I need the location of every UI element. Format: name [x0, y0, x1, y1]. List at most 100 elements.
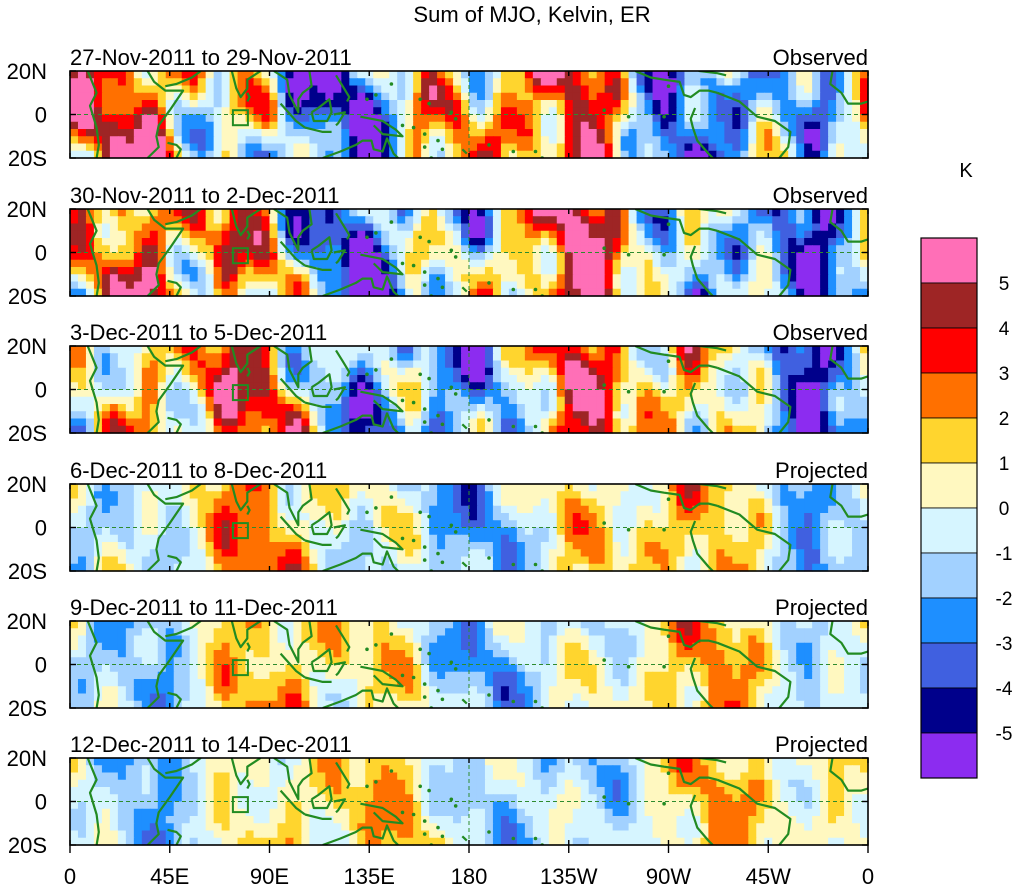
field-cell: [860, 230, 869, 239]
field-cell: [261, 114, 271, 123]
field-cell: [237, 375, 247, 383]
field-cell: [421, 346, 430, 354]
field-cell: [588, 252, 598, 261]
field-cell: [189, 425, 199, 434]
field-cell: [445, 281, 454, 290]
coastline: [461, 286, 468, 293]
field-cell: [141, 491, 151, 500]
field-cell: [445, 549, 454, 558]
field-cell: [141, 367, 151, 376]
field-cell: [540, 129, 550, 137]
field-cell: [692, 100, 702, 108]
field-cell: [109, 542, 119, 550]
field-cell: [101, 396, 111, 405]
field-cell: [181, 404, 191, 412]
field-cell: [532, 389, 542, 398]
field-cell: [325, 353, 334, 362]
field-cell: [389, 491, 398, 500]
field-cell: [253, 353, 263, 362]
field-cell: [620, 281, 630, 290]
field-cell: [381, 216, 390, 225]
field-cell: [540, 92, 550, 101]
field-cell: [245, 396, 255, 405]
field-cell: [165, 238, 175, 246]
field-cell: [772, 107, 781, 116]
field-cell: [708, 209, 717, 217]
field-cell: [700, 505, 709, 514]
field-cell: [500, 520, 510, 529]
field-cell: [556, 78, 566, 87]
field-cell: [333, 513, 342, 521]
field-cell: [141, 259, 151, 268]
field-cell: [101, 534, 111, 543]
field-cell: [389, 534, 398, 543]
field-cell: [277, 288, 287, 297]
field-cell: [684, 252, 694, 261]
field-cell: [109, 563, 119, 572]
field-cell: [644, 404, 654, 412]
field-cell: [524, 520, 534, 529]
field-cell: [109, 281, 119, 290]
field-cell: [373, 252, 382, 261]
field-cell: [844, 549, 853, 558]
field-cell: [213, 542, 223, 550]
field-cell: [461, 346, 470, 354]
field-cell: [109, 216, 119, 225]
field-cell: [165, 85, 175, 94]
field-cell: [101, 353, 111, 362]
field-cell: [221, 367, 231, 376]
field-cell: [804, 375, 813, 383]
field-cell: [596, 513, 606, 521]
field-cell: [684, 534, 694, 543]
field-cell: [117, 549, 127, 558]
field-cell: [341, 549, 350, 558]
field-cell: [317, 505, 326, 514]
field-cell: [117, 209, 127, 217]
field-cell: [245, 404, 255, 412]
field-cell: [397, 513, 406, 521]
field-cell: [596, 346, 606, 354]
field-cell: [508, 375, 518, 383]
field-cell: [277, 245, 287, 254]
field-cell: [748, 382, 757, 391]
field-cell: [836, 78, 845, 87]
field-cell: [844, 396, 853, 405]
field-cell: [301, 259, 310, 268]
field-cell: [453, 259, 462, 268]
field-cell: [109, 346, 119, 354]
field-cell: [532, 92, 542, 101]
field-cell: [165, 360, 175, 369]
field-cell: [740, 252, 749, 261]
field-cell: [157, 425, 167, 434]
field-cell: [85, 498, 95, 507]
field-cell: [157, 527, 167, 536]
field-cell: [293, 71, 303, 79]
field-cell: [748, 107, 757, 116]
field-cell: [564, 418, 574, 427]
field-cell: [556, 527, 566, 536]
field-cell: [516, 527, 526, 536]
field-cell: [676, 100, 686, 108]
field-cell: [756, 418, 765, 427]
field-cell: [740, 259, 749, 268]
field-cell: [221, 375, 231, 383]
field-cell: [389, 382, 398, 391]
field-cell: [716, 404, 725, 412]
field-cell: [133, 411, 143, 420]
field-cell: [461, 353, 470, 362]
field-cell: [309, 223, 318, 232]
field-cell: [269, 498, 279, 507]
field-cell: [692, 85, 702, 94]
field-cell: [349, 549, 358, 558]
field-cell: [269, 136, 279, 145]
field-cell: [117, 288, 127, 297]
field-cell: [261, 107, 271, 116]
field-cell: [229, 375, 239, 383]
field-cell: [349, 150, 358, 159]
field-cell: [405, 288, 414, 297]
island: [440, 422, 445, 427]
field-cell: [381, 114, 390, 123]
field-cell: [261, 491, 271, 500]
coastline: [696, 346, 727, 352]
field-cell: [197, 107, 207, 116]
